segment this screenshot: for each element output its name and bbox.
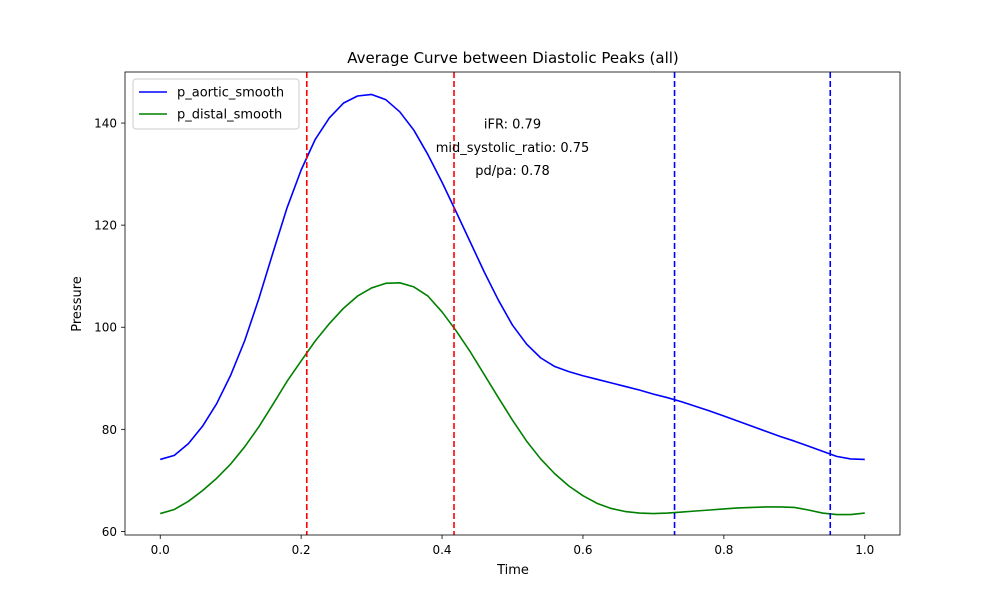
annotations: iFR: 0.79 mid_systolic_ratio: 0.75 pd/pa: … xyxy=(436,118,590,179)
x-tick-label: 0.2 xyxy=(292,543,311,557)
annotation-text-2: mid_systolic_ratio: 0.75 xyxy=(436,141,590,156)
series-line-p-distal-smooth xyxy=(160,282,865,516)
x-tick-label: 0.6 xyxy=(573,543,592,557)
y-axis-ticks: 60 80 100 120 140 xyxy=(94,117,125,539)
y-tick-label: 120 xyxy=(94,219,117,233)
plot-area-frame xyxy=(124,71,901,536)
x-tick-label: 0.8 xyxy=(714,543,733,557)
x-tick-label: 0.0 xyxy=(151,543,170,557)
y-tick-label: 100 xyxy=(94,321,117,335)
vertical-markers xyxy=(305,72,832,535)
chart-title: Average Curve between Diastolic Peaks (a… xyxy=(347,49,679,67)
x-tick-label: 0.4 xyxy=(432,543,451,557)
y-tick-label: 80 xyxy=(102,423,117,437)
x-axis-ticks: 0.0 0.2 0.4 0.6 0.8 1.0 xyxy=(151,535,874,557)
y-tick-label: 140 xyxy=(94,117,117,131)
legend-label-p-distal-smooth: p_distal_smooth xyxy=(177,108,282,123)
annotation-text-3: pd/pa: 0.78 xyxy=(475,164,550,179)
y-axis-label: Pressure xyxy=(70,276,85,332)
legend-label-p-aortic-smooth: p_aortic_smooth xyxy=(177,86,284,101)
series-layer xyxy=(160,93,865,516)
annotation-text-1: iFR: 0.79 xyxy=(484,118,541,133)
series-line-p-aortic-smooth xyxy=(160,93,865,461)
x-tick-label: 1.0 xyxy=(855,543,874,557)
y-tick-label: 60 xyxy=(102,525,117,539)
x-axis-label: Time xyxy=(496,563,529,578)
legend: p_aortic_smooth p_distal_smooth xyxy=(132,78,300,130)
legend-box xyxy=(132,78,300,130)
